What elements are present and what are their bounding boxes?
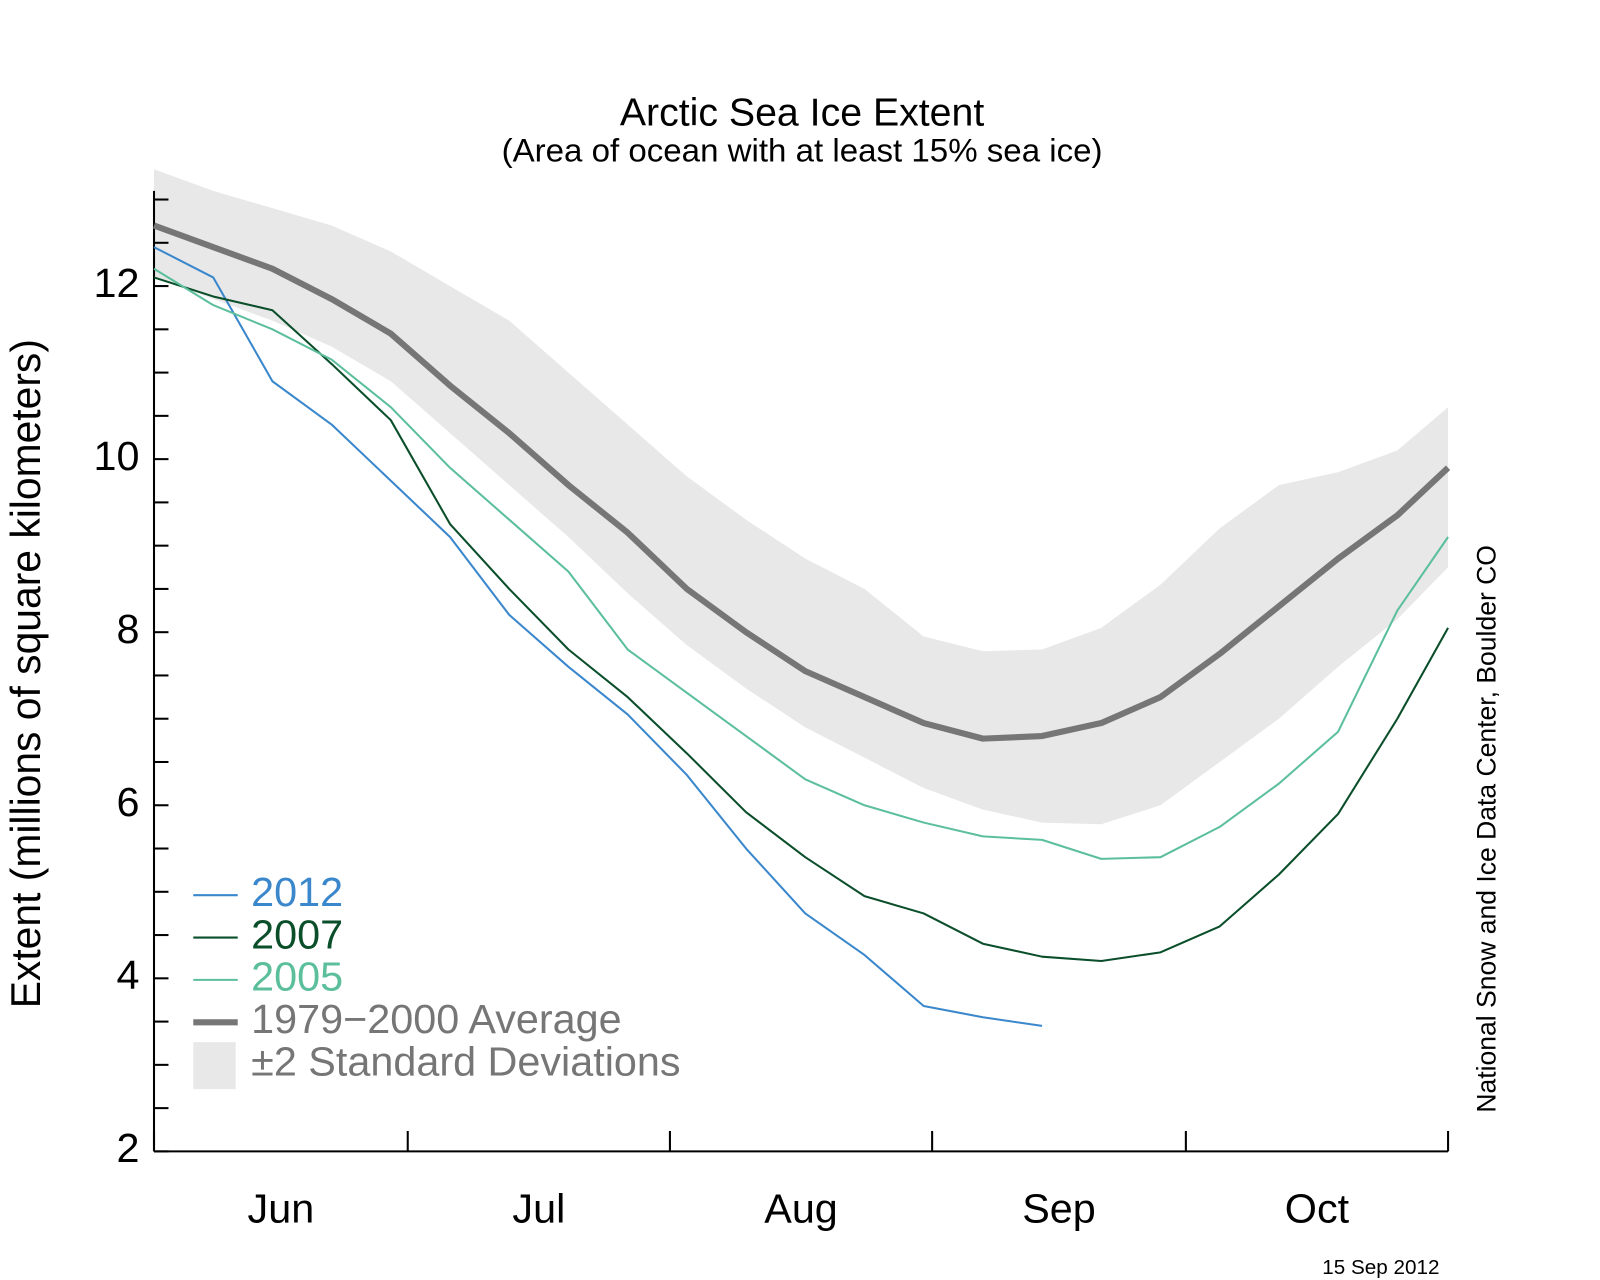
legend-label: 2012 bbox=[251, 869, 343, 915]
legend-label: ±2 Standard Deviations bbox=[251, 1039, 680, 1085]
y-tick-label: 6 bbox=[117, 779, 140, 825]
y-tick-label: 4 bbox=[117, 952, 140, 998]
x-tick-label: Sep bbox=[1022, 1186, 1096, 1232]
legend-swatch bbox=[193, 1042, 236, 1090]
x-tick-label: Oct bbox=[1285, 1186, 1350, 1232]
x-tick-label: Jul bbox=[512, 1186, 565, 1232]
chart-title: Arctic Sea Ice Extent bbox=[620, 92, 985, 135]
series-line bbox=[153, 276, 1449, 963]
y-tick-label: 10 bbox=[94, 433, 140, 479]
series-line bbox=[153, 246, 1043, 1027]
y-axis-label: Extent (millions of square kilometers) bbox=[3, 339, 49, 1008]
series-line bbox=[153, 267, 1449, 860]
series-line bbox=[152, 222, 1451, 742]
chart-subtitle: (Area of ocean with at least 15% sea ice… bbox=[502, 132, 1103, 169]
source-note: National Snow and Ice Data Center, Bould… bbox=[1471, 545, 1501, 1113]
std-band bbox=[154, 169, 1449, 825]
legend-label: 1979−2000 Average bbox=[251, 996, 621, 1042]
y-tick-label: 12 bbox=[94, 260, 140, 306]
y-tick-label: 8 bbox=[117, 606, 140, 652]
date-note: 15 Sep 2012 bbox=[1322, 1256, 1439, 1279]
x-tick-label: Jun bbox=[248, 1186, 315, 1232]
legend-label: 2007 bbox=[251, 912, 343, 958]
x-tick-label: Aug bbox=[764, 1186, 838, 1232]
y-tick-label: 2 bbox=[117, 1125, 140, 1171]
legend-label: 2005 bbox=[251, 954, 343, 1000]
